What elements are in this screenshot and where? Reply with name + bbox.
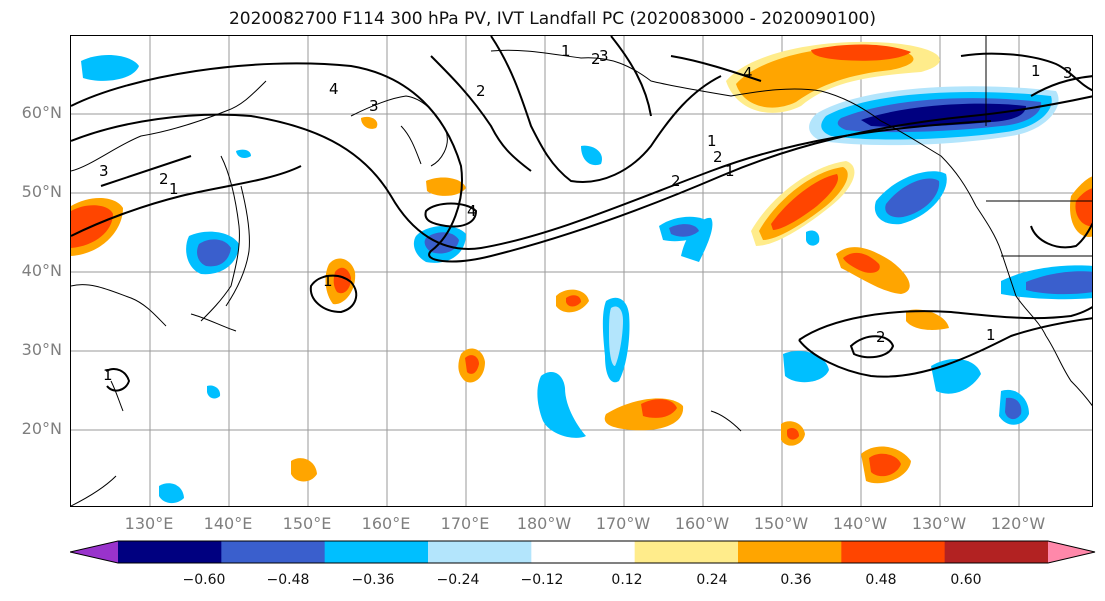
- colorbar-segment: [428, 541, 532, 563]
- colorbar-segment: [531, 541, 636, 563]
- colorbar-segment: [841, 541, 946, 563]
- lat-label: 30°N: [21, 340, 62, 359]
- lon-label: 140°E: [203, 514, 253, 533]
- colorbar-extend-low: [70, 541, 118, 563]
- colorbar-tick: 0.12: [611, 572, 643, 588]
- contour-label: 2: [159, 170, 169, 188]
- map-panel: 3 2 1 4 3 2 1 2 3 4 2 1 2 1 4 1 2 1 1 1 …: [70, 35, 1093, 507]
- ivt-shading: [71, 41, 1092, 504]
- contour-label: 2: [476, 82, 486, 100]
- map-canvas: 3 2 1 4 3 2 1 2 3 4 2 1 2 1 4 1 2 1 1 1 …: [71, 36, 1092, 506]
- colorbar-tick: −0.36: [351, 572, 395, 588]
- colorbar: [70, 540, 1096, 564]
- contour-label: 2: [713, 148, 723, 166]
- colorbar-tick: −0.48: [266, 572, 310, 588]
- lon-label: 140°W: [832, 514, 888, 533]
- lon-label: 170°E: [440, 514, 490, 533]
- colorbar-segment: [738, 541, 842, 563]
- colorbar-tick: 0.24: [696, 572, 728, 588]
- colorbar-tick: −0.12: [520, 572, 564, 588]
- lat-label: 60°N: [21, 103, 62, 122]
- colorbar-segments: [70, 541, 1095, 563]
- colorbar-outline: [70, 540, 1096, 564]
- lon-label: 150°W: [753, 514, 809, 533]
- colorbar-segment: [324, 541, 429, 563]
- lon-label: 180°W: [516, 514, 572, 533]
- colorbar-segment: [634, 541, 739, 563]
- colorbar-segment: [118, 541, 222, 563]
- contour-labels: 3 2 1 4 3 2 1 2 3 4 2 1 2 1 4 1 2 1 1 1 …: [99, 42, 1073, 384]
- lon-label: 120°W: [990, 514, 1046, 533]
- contour-label: 1: [986, 326, 996, 344]
- contour-label: 2: [671, 172, 681, 190]
- colorbar-tick: 0.60: [950, 572, 982, 588]
- contour-label: 1: [725, 162, 735, 180]
- lat-label: 20°N: [21, 419, 62, 438]
- colorbar-tick: −0.24: [436, 572, 480, 588]
- pv-contours: [71, 36, 1092, 392]
- lon-label: 150°E: [282, 514, 332, 533]
- colorbar-tick: 0.36: [780, 572, 812, 588]
- contour-label: 3: [599, 47, 609, 65]
- contour-label: 1: [707, 132, 717, 150]
- contour-label: 1: [561, 42, 571, 60]
- map-title: 2020082700 F114 300 hPa PV, IVT Landfall…: [228, 9, 876, 29]
- colorbar-segment: [944, 541, 1049, 563]
- lon-label: 130°E: [124, 514, 174, 533]
- colorbar-tick: 0.48: [865, 572, 897, 588]
- contour-label: 1: [1031, 62, 1041, 80]
- lat-label: 50°N: [21, 182, 62, 201]
- lat-label: 40°N: [21, 261, 62, 280]
- contour-label: 1: [103, 366, 113, 384]
- contour-label: 4: [329, 80, 339, 98]
- lon-label: 160°E: [361, 514, 411, 533]
- lon-label: 170°W: [595, 514, 651, 533]
- colorbar-extend-high: [1048, 541, 1095, 563]
- colorbar-tick: −0.60: [182, 572, 226, 588]
- contour-label: 3: [99, 162, 109, 180]
- lon-label: 160°W: [674, 514, 730, 533]
- contour-label: 4: [743, 64, 753, 82]
- contour-label: 2: [591, 50, 601, 68]
- lon-label: 130°W: [911, 514, 967, 533]
- contour-label: 2: [876, 328, 886, 346]
- contour-label: 1: [169, 180, 179, 198]
- contour-label: 3: [369, 97, 379, 115]
- contour-label: 1: [323, 272, 333, 290]
- contour-label: 4: [467, 202, 477, 220]
- contour-label: 3: [1063, 64, 1073, 82]
- colorbar-segment: [221, 541, 326, 563]
